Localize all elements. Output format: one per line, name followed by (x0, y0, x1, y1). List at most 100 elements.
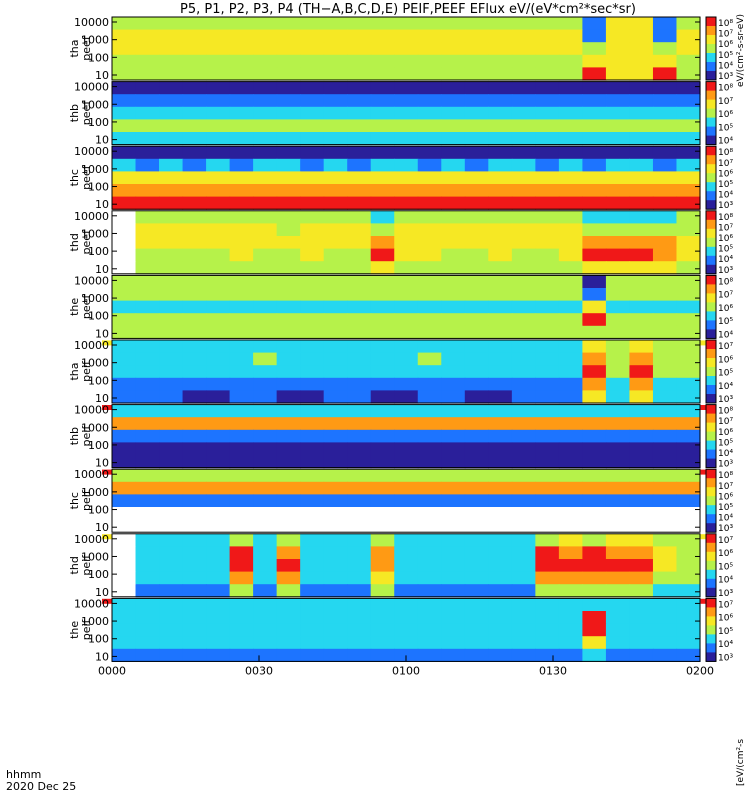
heatmap-cell (605, 546, 631, 560)
colorbar-segment (706, 71, 716, 81)
colorbar: 10⁷ 10⁶ 10⁵ 10⁴ 10³ (705, 339, 733, 405)
colorbar-segment (706, 431, 716, 441)
y-tick-label: 100 (88, 633, 109, 646)
heatmap-cell (159, 17, 184, 31)
heatmap-cell (182, 429, 207, 443)
heatmap-cell (229, 469, 254, 483)
heatmap-cell (229, 455, 254, 469)
heatmap-cell (558, 171, 583, 185)
heatmap-cell (253, 377, 278, 391)
colorbar-frame (705, 145, 717, 210)
colorbar-segment (706, 329, 716, 339)
heatmap-cell (206, 210, 231, 224)
heatmap-cell (394, 119, 419, 133)
heatmap-cell (229, 648, 254, 662)
heatmap-cell (394, 455, 419, 469)
heatmap-cell (605, 598, 631, 612)
heatmap-cell (676, 455, 701, 469)
heatmap-cell (206, 223, 231, 237)
colorbar-segment (706, 458, 716, 468)
heatmap-cell (535, 377, 560, 391)
heatmap-cell (464, 571, 489, 585)
heatmap-cell (206, 611, 231, 625)
heatmap-cell (300, 29, 325, 43)
heatmap-cell (323, 519, 348, 533)
y-tick-label: 100 (88, 181, 109, 194)
heatmap-cell (276, 313, 301, 327)
heatmap-cell (417, 417, 442, 431)
heatmap-cell (206, 584, 231, 598)
heatmap-cell (370, 146, 395, 160)
heatmap-cell (417, 223, 442, 237)
colorbar-unit-label-bottom: [eV/(cm²-s (736, 739, 746, 786)
heatmap-cell (229, 507, 254, 521)
heatmap-cell (323, 325, 348, 339)
heatmap-cell (511, 352, 536, 366)
heatmap-cell (229, 81, 254, 95)
y-tick-label: 10 (95, 327, 109, 340)
heatmap-cell (488, 352, 513, 366)
heatmap-cell (135, 519, 160, 533)
heatmap-cell (135, 81, 160, 95)
colorbar-segment (706, 255, 716, 266)
heatmap-cell (535, 106, 560, 120)
heatmap-cell (511, 623, 536, 637)
heatmap-cell (629, 236, 654, 250)
heatmap-cell (370, 404, 395, 418)
heatmap-cell (394, 611, 419, 625)
heatmap-cell (652, 81, 678, 95)
heatmap-cell (652, 261, 678, 275)
heatmap-cell (511, 236, 536, 250)
heatmap-cell (676, 275, 701, 289)
heatmap-cell (229, 29, 254, 43)
heatmap-cell (112, 300, 137, 314)
heatmap-cell (206, 390, 231, 404)
heatmap-cell (441, 417, 466, 431)
heatmap-cell (112, 352, 137, 366)
heatmap-cell (488, 390, 513, 404)
heatmap-cell (370, 340, 395, 354)
heatmap-cell (370, 519, 395, 533)
heatmap-cell (182, 171, 207, 185)
heatmap-cell (535, 248, 560, 262)
colorbar-segment (706, 358, 716, 368)
heatmap-cell (511, 546, 536, 560)
heatmap-cell (253, 598, 278, 612)
heatmap-cell (206, 623, 231, 637)
heatmap-cell (464, 417, 489, 431)
heatmap-cell (229, 519, 254, 533)
heatmap-cell (323, 469, 348, 483)
heatmap-cell (676, 67, 701, 81)
heatmap-cell (300, 571, 325, 585)
heatmap-cell (159, 325, 184, 339)
heatmap-cell (629, 81, 654, 95)
heatmap-cell (417, 119, 442, 133)
heatmap-cell (276, 365, 301, 379)
heatmap-cell (276, 636, 301, 650)
heatmap-cell (112, 146, 137, 160)
heatmap-cell (182, 519, 207, 533)
heatmap-cell (347, 390, 372, 404)
heatmap-cell (135, 352, 160, 366)
heatmap-cell (558, 42, 583, 56)
heatmap-cell (511, 442, 536, 456)
heatmap-cell (206, 455, 231, 469)
heatmap-cell (206, 598, 231, 612)
heatmap-cell (206, 158, 231, 172)
heatmap-cell (629, 223, 654, 237)
heatmap-cell (535, 611, 560, 625)
heatmap-cell (417, 519, 442, 533)
heatmap-cell (417, 132, 442, 146)
heatmap-cell (112, 519, 137, 533)
heatmap-cell (394, 571, 419, 585)
heatmap-cell (206, 300, 231, 314)
heatmap-cell (347, 442, 372, 456)
heatmap-cell (464, 533, 489, 547)
heatmap-cell (558, 571, 583, 585)
heatmap-cell (652, 352, 678, 366)
heatmap-cell (159, 67, 184, 81)
